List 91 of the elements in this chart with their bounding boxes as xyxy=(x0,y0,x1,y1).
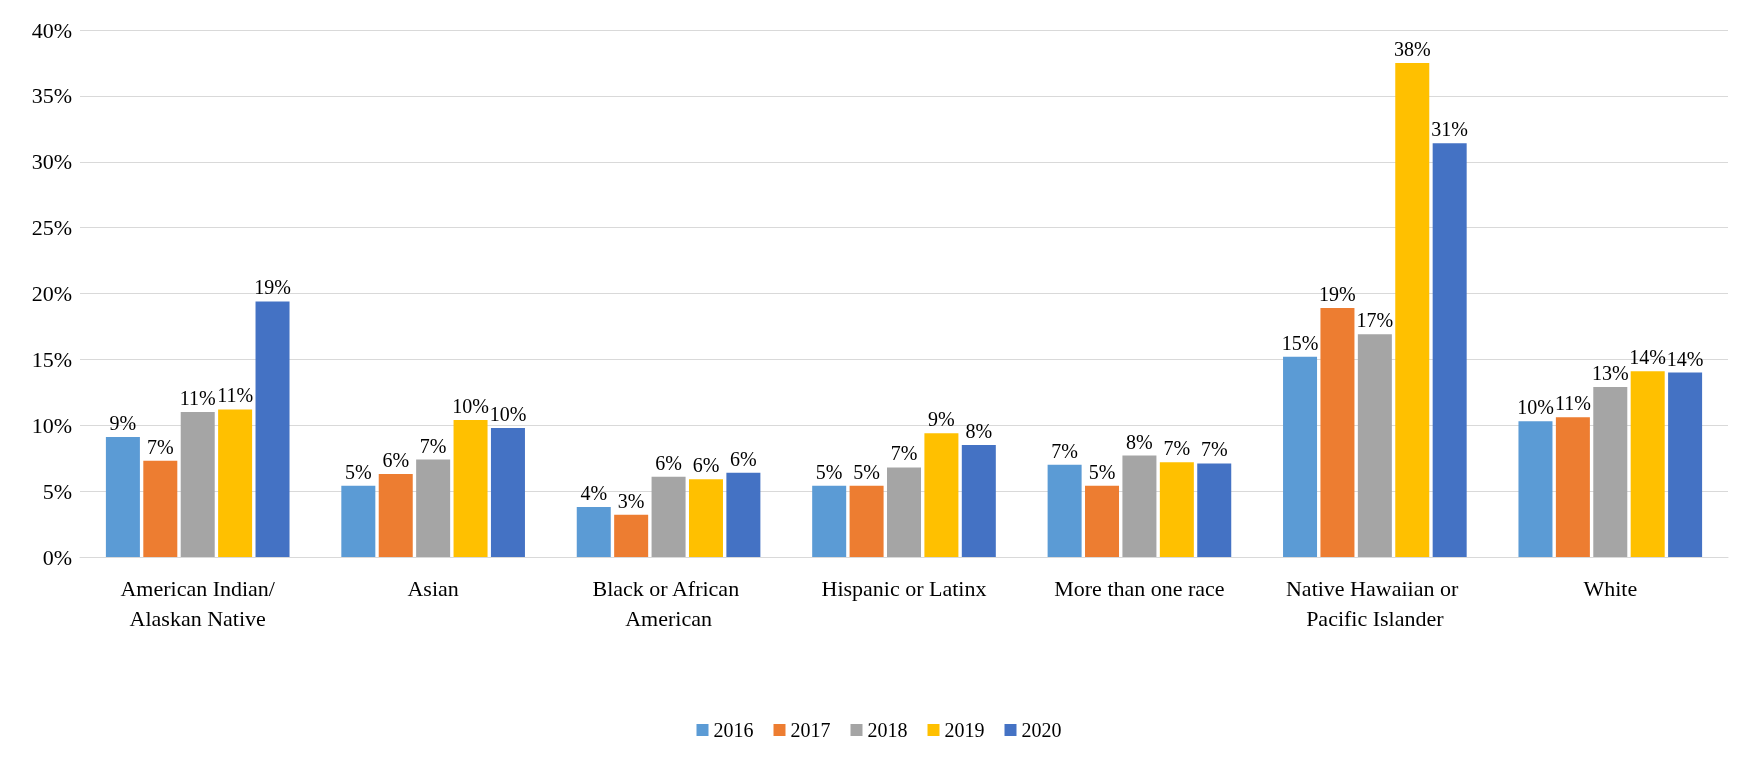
y-tick-label: 15% xyxy=(31,346,72,372)
bar xyxy=(726,472,761,557)
bar xyxy=(453,419,488,557)
bar xyxy=(180,412,215,557)
legend-label: 2020 xyxy=(1021,719,1062,741)
legend-label: 2017 xyxy=(790,719,831,741)
bar xyxy=(961,445,996,557)
data-label: 15% xyxy=(1281,331,1319,354)
data-label: 6% xyxy=(730,447,757,470)
data-label: 9% xyxy=(109,412,137,435)
data-label: 5% xyxy=(815,460,843,483)
data-label: 5% xyxy=(344,460,372,483)
bar xyxy=(255,301,290,557)
bar xyxy=(490,427,525,557)
x-tick-label: Hispanic or Latinx xyxy=(821,575,987,601)
bar xyxy=(1197,463,1232,557)
data-label: 4% xyxy=(580,481,608,504)
y-tick-label: 10% xyxy=(31,412,72,438)
y-tick-label: 30% xyxy=(31,149,72,175)
y-tick-label: 35% xyxy=(31,83,72,109)
data-label: 11% xyxy=(179,387,216,410)
x-tick-label: More than one race xyxy=(1054,575,1225,601)
bar xyxy=(105,437,140,557)
bar xyxy=(924,433,959,557)
data-label: 6% xyxy=(382,449,410,471)
bar xyxy=(378,474,413,557)
data-label: 5% xyxy=(1088,460,1116,483)
bar xyxy=(1122,455,1157,557)
bar xyxy=(1518,421,1553,557)
data-label: 6% xyxy=(692,454,720,477)
data-label: 5% xyxy=(853,460,880,483)
bar xyxy=(1357,334,1392,557)
data-label: 31% xyxy=(1431,118,1469,141)
data-label: 14% xyxy=(1629,346,1667,369)
x-tick-label: Black or African American xyxy=(592,575,745,631)
y-tick-label: 5% xyxy=(42,478,72,504)
bar xyxy=(416,459,451,557)
data-label: 7% xyxy=(1200,438,1228,461)
data-label: 3% xyxy=(617,489,645,512)
data-label: 7% xyxy=(890,442,918,465)
bar xyxy=(1555,417,1590,557)
data-label: 10% xyxy=(452,394,489,417)
bar xyxy=(1593,387,1628,557)
bar xyxy=(1283,356,1318,557)
data-label: 19% xyxy=(1319,282,1356,305)
data-label: 17% xyxy=(1356,309,1394,332)
bar xyxy=(1320,307,1355,557)
legend-label: 2016 xyxy=(713,719,754,741)
x-tick-label: Asian xyxy=(407,575,459,601)
bar xyxy=(143,460,178,557)
bar xyxy=(218,409,253,557)
data-label: 11% xyxy=(1554,392,1591,415)
data-label: 7% xyxy=(146,435,174,458)
x-tick-label: White xyxy=(1583,575,1638,601)
data-label: 11% xyxy=(217,384,254,407)
y-tick-label: 20% xyxy=(31,281,72,306)
legend-label: 2019 xyxy=(944,719,985,741)
data-label: 13% xyxy=(1591,362,1629,385)
y-tick-label: 25% xyxy=(31,215,72,241)
bar xyxy=(614,514,649,557)
data-label: 7% xyxy=(1051,439,1078,462)
bar xyxy=(576,506,611,557)
bar xyxy=(1432,143,1467,557)
data-label: 38% xyxy=(1393,37,1431,60)
bar xyxy=(887,467,921,557)
x-tick-label: American Indian/Alaskan Native xyxy=(120,575,276,631)
data-label: 7% xyxy=(1163,437,1191,460)
bar xyxy=(1630,371,1665,557)
bar xyxy=(812,485,847,557)
data-label: 9% xyxy=(928,408,955,431)
bar xyxy=(1047,464,1082,557)
data-label: 6% xyxy=(655,451,682,474)
data-label: 19% xyxy=(254,276,291,299)
data-label: 8% xyxy=(965,420,993,443)
bar xyxy=(1668,372,1703,557)
data-label: 10% xyxy=(1517,396,1554,419)
data-label: 14% xyxy=(1666,347,1704,370)
bar xyxy=(688,479,723,557)
legend-label: 2018 xyxy=(867,719,908,741)
y-tick-label: 40% xyxy=(31,17,72,43)
y-tick-label: 0% xyxy=(42,544,72,570)
data-label: 8% xyxy=(1126,430,1153,453)
bar xyxy=(1395,62,1430,557)
bar xyxy=(651,476,686,557)
data-label: 10% xyxy=(489,402,527,425)
bar xyxy=(849,485,884,557)
bar xyxy=(341,485,376,557)
x-tick-label: Native Hawaiian or Pacific Islander xyxy=(1285,575,1464,631)
data-label: 7% xyxy=(419,434,447,457)
bar xyxy=(1085,485,1120,557)
bar xyxy=(1159,462,1194,557)
